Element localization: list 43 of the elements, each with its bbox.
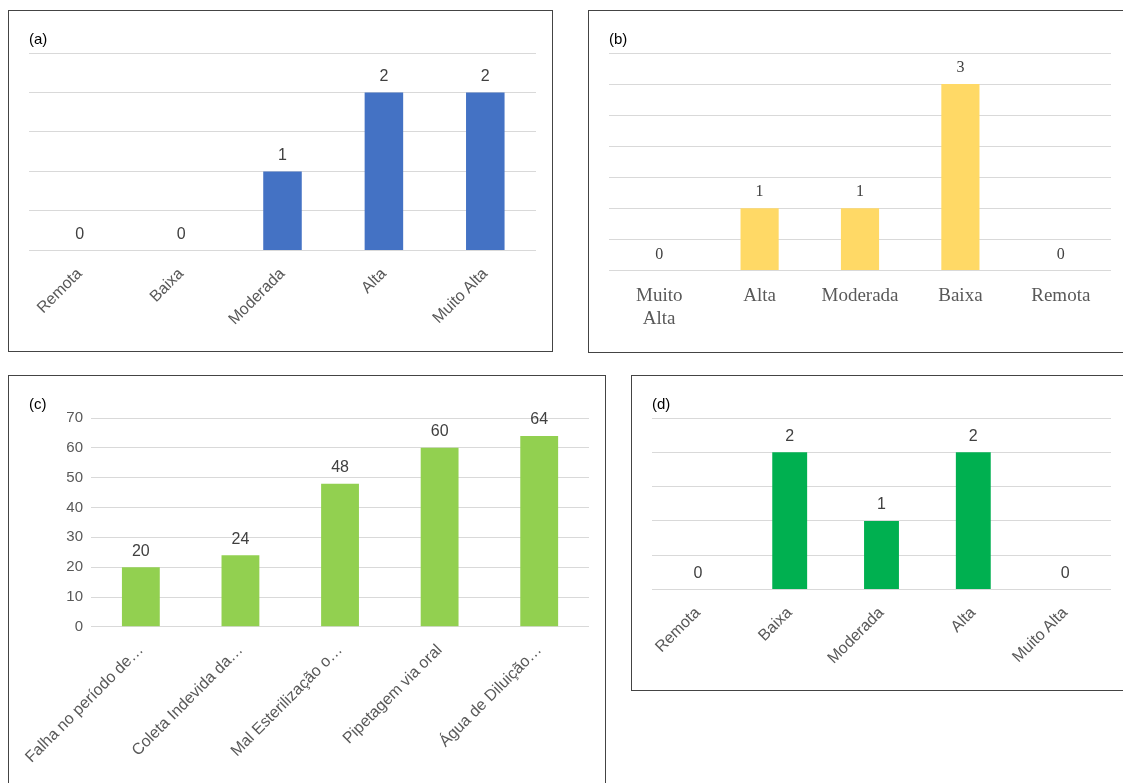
data-label: 0 <box>176 224 186 242</box>
data-label: 2 <box>785 426 795 444</box>
x-tick-label: Alta <box>357 264 390 296</box>
chart-title: (a) <box>29 30 48 48</box>
y-tick-label: 50 <box>66 467 84 485</box>
y-tick-label: 60 <box>66 437 84 455</box>
data-label: 0 <box>693 563 703 581</box>
chart-title: (d) <box>652 395 671 413</box>
data-label: 3 <box>956 58 965 76</box>
bar <box>520 435 559 627</box>
y-tick-label: 0 <box>74 616 84 634</box>
data-label: 1 <box>755 182 764 200</box>
data-label: 2 <box>968 426 978 444</box>
y-tick-label: 30 <box>66 527 84 545</box>
x-tick-label: Baixa <box>938 283 984 305</box>
data-label: 0 <box>655 244 664 262</box>
x-tick-label: Alta <box>743 283 777 305</box>
bar <box>121 567 160 627</box>
data-label: 1 <box>856 182 864 200</box>
data-label: 60 <box>430 422 449 440</box>
x-tick-label: Moderada <box>821 283 900 305</box>
bar <box>321 483 359 627</box>
y-tick-label: 70 <box>66 408 84 426</box>
data-label: 0 <box>1056 244 1065 262</box>
data-label: 24 <box>231 529 250 547</box>
bar <box>221 555 260 627</box>
data-label: 1 <box>877 495 887 513</box>
data-label: 48 <box>331 458 350 476</box>
bar <box>420 447 459 627</box>
data-label: 0 <box>1060 563 1070 581</box>
data-label: 2 <box>379 66 389 84</box>
y-tick-label: 10 <box>66 587 84 605</box>
x-tick-label: Alta <box>947 603 979 635</box>
data-label: 2 <box>480 66 490 84</box>
y-tick-label: 40 <box>66 497 84 515</box>
x-tick-label: Remota <box>1031 283 1091 305</box>
x-tick-label: Muito Alta <box>635 283 683 328</box>
y-tick-label: 20 <box>66 557 84 575</box>
data-label: 20 <box>131 541 150 559</box>
chart-title: (c) <box>29 395 47 413</box>
chart-title: (b) <box>609 30 628 48</box>
data-label: 64 <box>530 410 549 428</box>
data-label: 1 <box>278 145 288 163</box>
